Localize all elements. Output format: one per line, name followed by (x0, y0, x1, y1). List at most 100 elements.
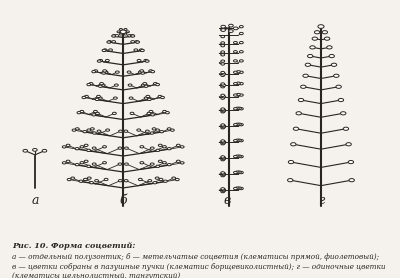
Circle shape (126, 31, 129, 33)
Circle shape (137, 59, 141, 62)
Circle shape (240, 83, 243, 85)
Circle shape (92, 147, 96, 149)
Circle shape (100, 83, 104, 85)
Circle shape (112, 35, 116, 37)
Circle shape (222, 141, 226, 143)
Circle shape (156, 149, 160, 152)
Circle shape (234, 187, 237, 190)
Circle shape (240, 123, 243, 126)
Circle shape (159, 178, 163, 181)
Circle shape (134, 49, 138, 51)
Circle shape (120, 30, 126, 34)
Text: в — цветки собраны в пазушные пучки (клематис борщевиколистный); г — одиночные ц: в — цветки собраны в пазушные пучки (кле… (12, 263, 386, 271)
Circle shape (82, 96, 86, 99)
Circle shape (222, 126, 226, 128)
Circle shape (128, 35, 132, 37)
Circle shape (221, 71, 225, 74)
Circle shape (114, 97, 117, 99)
Circle shape (221, 29, 226, 31)
Circle shape (102, 49, 106, 52)
Circle shape (236, 171, 239, 173)
Circle shape (221, 74, 225, 76)
Circle shape (236, 107, 239, 110)
Circle shape (130, 112, 134, 115)
Circle shape (66, 160, 70, 162)
Circle shape (322, 31, 328, 34)
Circle shape (140, 146, 144, 148)
Circle shape (127, 71, 131, 73)
Circle shape (222, 188, 226, 191)
Circle shape (87, 165, 90, 167)
Circle shape (221, 25, 226, 28)
Circle shape (221, 86, 225, 88)
Circle shape (234, 108, 237, 110)
Text: а — отдельный полузонтик; б — метельчатые соцветия (клематисы прямой, фиолетовый: а — отдельный полузонтик; б — метельчаты… (12, 253, 379, 261)
Circle shape (310, 46, 315, 49)
Circle shape (318, 25, 324, 28)
Circle shape (296, 112, 301, 115)
Circle shape (163, 110, 166, 113)
Circle shape (109, 49, 112, 51)
Text: Рис. 10. Форма соцветий:: Рис. 10. Форма соцветий: (12, 242, 135, 250)
Circle shape (92, 71, 96, 73)
Circle shape (291, 143, 296, 146)
Circle shape (148, 180, 152, 182)
Circle shape (96, 112, 99, 115)
Circle shape (175, 178, 179, 181)
Circle shape (161, 96, 164, 99)
Circle shape (240, 71, 243, 73)
Circle shape (124, 147, 128, 149)
Circle shape (331, 63, 337, 66)
Circle shape (176, 144, 180, 147)
Circle shape (343, 127, 349, 130)
Circle shape (305, 63, 310, 66)
Circle shape (92, 132, 96, 134)
Circle shape (150, 132, 154, 134)
Circle shape (94, 70, 98, 72)
Circle shape (95, 98, 99, 101)
Circle shape (92, 114, 96, 116)
Circle shape (103, 146, 106, 148)
Circle shape (221, 51, 225, 53)
Circle shape (138, 71, 142, 73)
Circle shape (129, 97, 133, 99)
Circle shape (155, 177, 159, 179)
Circle shape (222, 96, 226, 98)
Circle shape (140, 162, 144, 164)
Circle shape (151, 71, 155, 73)
Circle shape (221, 54, 225, 56)
Circle shape (238, 123, 241, 125)
Circle shape (222, 157, 226, 159)
Circle shape (158, 144, 162, 147)
Circle shape (172, 177, 176, 179)
Circle shape (75, 128, 79, 130)
Circle shape (236, 139, 239, 141)
Circle shape (234, 51, 237, 53)
Circle shape (67, 178, 71, 181)
Circle shape (234, 94, 237, 96)
Circle shape (115, 35, 119, 37)
Circle shape (140, 70, 144, 72)
Circle shape (137, 129, 141, 131)
Circle shape (234, 60, 237, 62)
Circle shape (150, 147, 154, 149)
Circle shape (329, 54, 334, 58)
Circle shape (166, 111, 169, 114)
Circle shape (221, 172, 225, 174)
Circle shape (349, 178, 354, 182)
Circle shape (234, 155, 237, 158)
Circle shape (158, 160, 162, 162)
Circle shape (222, 142, 226, 144)
Text: б: б (119, 193, 127, 207)
Circle shape (106, 59, 109, 62)
Circle shape (124, 33, 127, 35)
Circle shape (130, 35, 134, 37)
Circle shape (103, 162, 106, 164)
Circle shape (221, 127, 225, 129)
Circle shape (131, 35, 135, 37)
Circle shape (234, 140, 237, 142)
Circle shape (118, 180, 122, 182)
Circle shape (162, 146, 166, 148)
Circle shape (104, 71, 108, 73)
Circle shape (180, 146, 184, 148)
